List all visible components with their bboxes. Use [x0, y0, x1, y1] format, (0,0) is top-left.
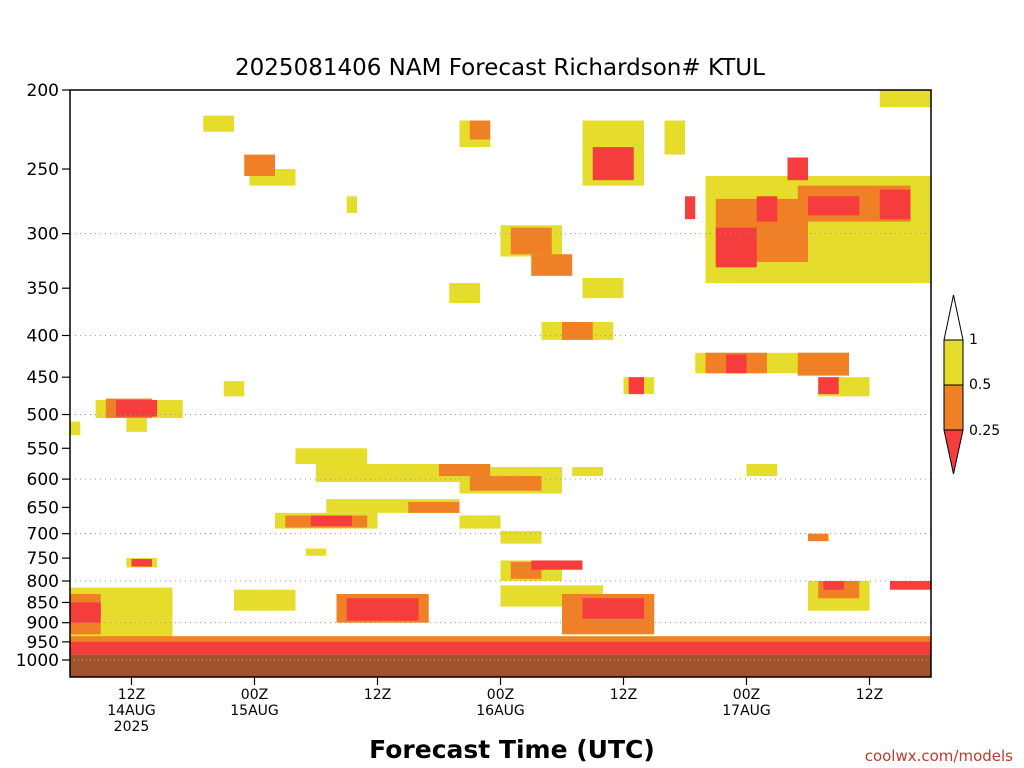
- data-patch-yellow: [295, 448, 368, 465]
- legend-label: 0.25: [969, 423, 1000, 439]
- x-tick-label: 15AUG: [230, 703, 279, 719]
- data-patch-orange: [439, 464, 491, 477]
- legend-swatch: [943, 339, 964, 386]
- data-patch-yellow: [316, 464, 460, 483]
- y-tick-label: 950: [27, 633, 59, 653]
- y-axis: 200 250 300 350 400 450 500 550 600 650 700 750 8008…: [16, 81, 70, 671]
- x-tick-label: 00Z: [733, 687, 760, 703]
- data-patch-red: [879, 189, 911, 220]
- y-tick-label: 600: [27, 470, 59, 490]
- y-tick-label: 1000: [16, 651, 59, 671]
- data-patch-red: [685, 196, 696, 220]
- data-patch-orange: [469, 120, 491, 140]
- data-patch-yellow: [234, 589, 296, 611]
- data-patch-red: [582, 598, 644, 619]
- data-patch-yellow: [305, 548, 327, 556]
- data-patch-red: [818, 377, 839, 395]
- ground-fill: [70, 654, 931, 677]
- data-patch-red: [531, 560, 583, 570]
- data-patch-yellow: [582, 277, 624, 299]
- data-patch-red: [70, 602, 101, 623]
- x-tick-label: 00Z: [487, 687, 514, 703]
- data-patch-orange: [808, 533, 829, 542]
- y-tick-label: 750: [27, 549, 59, 569]
- data-patch-red: [756, 196, 778, 222]
- data-patch-red: [823, 580, 844, 590]
- y-tick-label: 400: [27, 326, 59, 346]
- y-tick-label: 550: [27, 439, 59, 459]
- data-patch-red: [628, 377, 644, 395]
- data-patch-orange: [244, 154, 275, 177]
- data-patch-yellow: [664, 120, 685, 155]
- data-patch-yellow: [223, 381, 245, 397]
- x-tick-label: 17AUG: [722, 703, 771, 719]
- legend-label: 0.5: [969, 377, 991, 393]
- y-tick-label: 500: [27, 406, 59, 426]
- y-tick-label: 900: [27, 614, 59, 634]
- chart-title: 2025081406 NAM Forecast Richardson# KTUL: [235, 55, 765, 81]
- data-patch-red: [890, 580, 931, 590]
- y-tick-label: 700: [27, 525, 59, 545]
- x-tick-label: 16AUG: [476, 703, 525, 719]
- gridlines: [70, 233, 931, 624]
- x-tick-label: 00Z: [241, 687, 268, 703]
- data-patch-red: [592, 147, 634, 181]
- x-tick-label: 12Z: [610, 687, 637, 703]
- y-tick-label: 850: [27, 593, 59, 613]
- data-patches: [70, 90, 931, 655]
- y-tick-label: 300: [27, 225, 59, 245]
- data-patch-red: [116, 400, 158, 417]
- x-tick-label: 14AUG: [107, 703, 156, 719]
- data-patch-yellow: [879, 90, 931, 108]
- y-tick-label: 450: [27, 368, 59, 388]
- legend-label: 1: [969, 332, 978, 348]
- x-axis-label: Forecast Time (UTC): [369, 735, 655, 764]
- data-patch-orange: [797, 352, 849, 376]
- data-patch-yellow: [746, 464, 778, 477]
- credit-link[interactable]: coolwx.com/models: [865, 747, 1013, 765]
- y-tick-label: 250: [27, 160, 59, 180]
- data-patch-red: [346, 598, 419, 621]
- x-tick-label: 12Z: [364, 687, 391, 703]
- colorbar-legend: 1 0.5 0.25: [943, 294, 1000, 475]
- x-tick-label: 12Z: [856, 687, 883, 703]
- y-tick-label: 800: [27, 572, 59, 592]
- y-tick-label: 200: [27, 81, 59, 101]
- data-patch-red: [70, 641, 931, 655]
- x-tick-label: 12Z: [118, 687, 145, 703]
- x-tick-label: 2025: [114, 719, 150, 735]
- data-patch-yellow: [449, 283, 480, 304]
- y-tick-label: 350: [27, 279, 59, 299]
- data-patch-yellow: [346, 196, 357, 213]
- data-patch-yellow: [572, 467, 603, 477]
- data-patch-red: [715, 227, 757, 268]
- ground-layer: [70, 654, 931, 677]
- data-patch-yellow: [500, 531, 542, 544]
- data-patch-red: [787, 157, 808, 181]
- legend-bottom-arrow: [943, 429, 964, 475]
- legend-top-arrow: [943, 294, 964, 341]
- data-patch-orange: [531, 254, 573, 276]
- legend-swatch: [943, 384, 964, 431]
- y-tick-label: 650: [27, 498, 59, 518]
- data-patch-orange: [510, 227, 552, 255]
- data-patch-red: [808, 196, 860, 216]
- data-patch-yellow: [459, 515, 501, 529]
- data-patch-orange: [562, 321, 593, 340]
- data-patch-orange: [408, 501, 460, 513]
- data-patch-orange: [469, 476, 542, 491]
- data-patch-yellow: [70, 421, 81, 436]
- data-patch-yellow: [126, 418, 147, 432]
- data-patch-red: [726, 354, 747, 374]
- data-patch-red: [310, 515, 352, 527]
- data-patch-red: [131, 559, 152, 567]
- data-patch-yellow: [203, 115, 234, 132]
